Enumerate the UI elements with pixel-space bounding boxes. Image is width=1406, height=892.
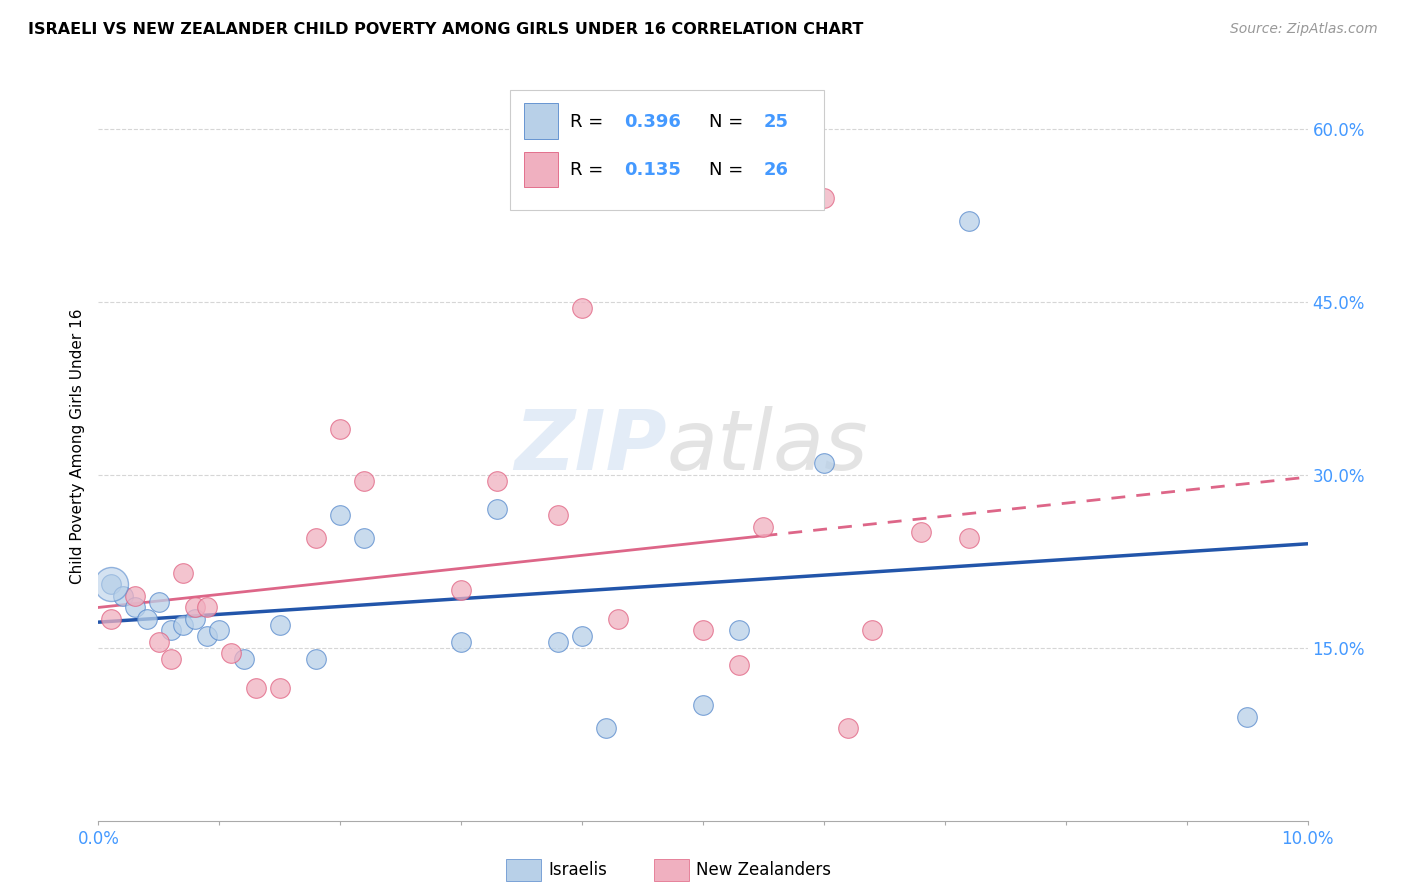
Point [124,600,146,615]
FancyBboxPatch shape [509,90,824,210]
Point [450,583,472,598]
Point [221,647,243,661]
Point [232,652,254,666]
Point [571,629,593,643]
Point [172,566,194,580]
Point [957,531,980,545]
Point [124,589,146,603]
Point [547,508,569,523]
Point [1236,710,1258,724]
Point [860,624,883,638]
Point [837,722,859,736]
Point [571,301,593,315]
Point [813,191,835,205]
Point [752,519,775,533]
Text: R =: R = [569,161,614,179]
Point [607,612,630,626]
Text: ZIP: ZIP [515,406,666,486]
Point [692,698,714,713]
Point [160,624,183,638]
Point [910,525,932,540]
Point [148,635,170,649]
Text: N =: N = [709,161,749,179]
Point [184,600,207,615]
Point [305,652,328,666]
Text: atlas: atlas [666,406,869,486]
FancyBboxPatch shape [524,152,558,187]
Point [160,652,183,666]
Text: 25: 25 [763,112,789,130]
Point [100,577,122,591]
Point [957,214,980,228]
Point [353,531,375,545]
Point [269,681,291,695]
Point [305,531,328,545]
Point [245,681,267,695]
Point [100,612,122,626]
Point [148,594,170,608]
Point [692,624,714,638]
Text: ISRAELI VS NEW ZEALANDER CHILD POVERTY AMONG GIRLS UNDER 16 CORRELATION CHART: ISRAELI VS NEW ZEALANDER CHILD POVERTY A… [28,22,863,37]
Point [208,624,231,638]
Point [195,629,218,643]
Point [195,600,218,615]
Text: Israelis: Israelis [548,861,607,879]
Text: 0.396: 0.396 [624,112,682,130]
Point [329,508,352,523]
Text: Source: ZipAtlas.com: Source: ZipAtlas.com [1230,22,1378,37]
Text: 0.135: 0.135 [624,161,682,179]
Point [184,612,207,626]
Point [329,422,352,436]
Point [728,658,751,673]
Point [547,635,569,649]
Point [100,577,122,591]
Point [269,617,291,632]
Point [353,474,375,488]
Point [172,617,194,632]
FancyBboxPatch shape [524,103,558,139]
Point [450,635,472,649]
Text: New Zealanders: New Zealanders [696,861,831,879]
Point [486,502,509,516]
Point [728,624,751,638]
Text: 26: 26 [763,161,789,179]
Y-axis label: Child Poverty Among Girls Under 16: Child Poverty Among Girls Under 16 [69,309,84,583]
Text: R =: R = [569,112,609,130]
Point [135,612,157,626]
Point [111,589,134,603]
Point [595,722,617,736]
Text: N =: N = [709,112,749,130]
Point [486,474,509,488]
Point [813,456,835,470]
